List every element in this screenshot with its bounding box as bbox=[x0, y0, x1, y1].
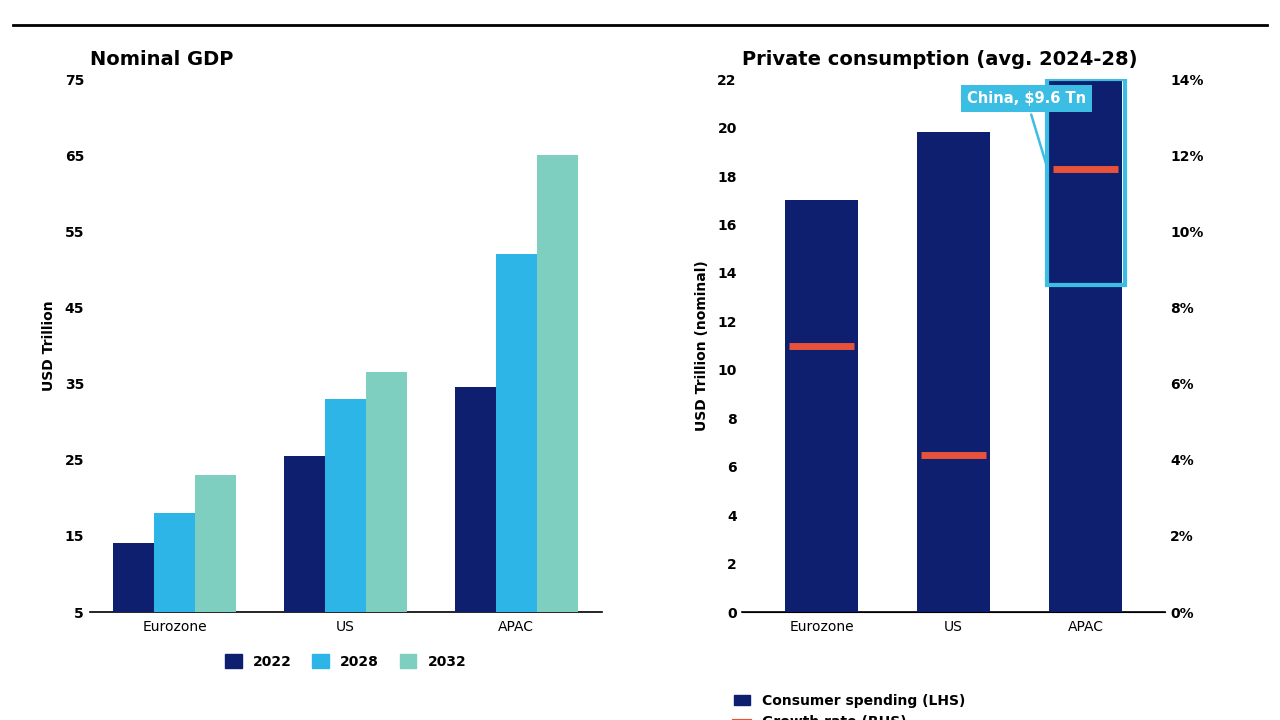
Bar bbox=[1047, 79, 1125, 285]
Bar bbox=[284, 456, 325, 650]
Bar bbox=[495, 254, 536, 650]
Text: China, $9.6 Tn: China, $9.6 Tn bbox=[966, 91, 1085, 167]
Bar bbox=[114, 544, 155, 650]
Text: Nominal GDP: Nominal GDP bbox=[90, 50, 233, 69]
Bar bbox=[366, 372, 407, 650]
Bar bbox=[918, 132, 989, 612]
Bar bbox=[786, 200, 858, 612]
Y-axis label: USD Trillion: USD Trillion bbox=[42, 300, 56, 391]
Legend: 2022, 2028, 2032: 2022, 2028, 2032 bbox=[219, 649, 472, 675]
Bar bbox=[325, 399, 366, 650]
Bar bbox=[454, 387, 495, 650]
Y-axis label: USD Trillion (nominal): USD Trillion (nominal) bbox=[695, 260, 709, 431]
Text: Private consumption (avg. 2024-28): Private consumption (avg. 2024-28) bbox=[742, 50, 1138, 69]
Bar bbox=[196, 475, 237, 650]
Bar bbox=[536, 156, 577, 650]
Legend: Consumer spending (LHS), Growth rate (RHS): Consumer spending (LHS), Growth rate (RH… bbox=[728, 688, 970, 720]
Bar bbox=[1050, 79, 1121, 612]
Bar bbox=[155, 513, 196, 650]
